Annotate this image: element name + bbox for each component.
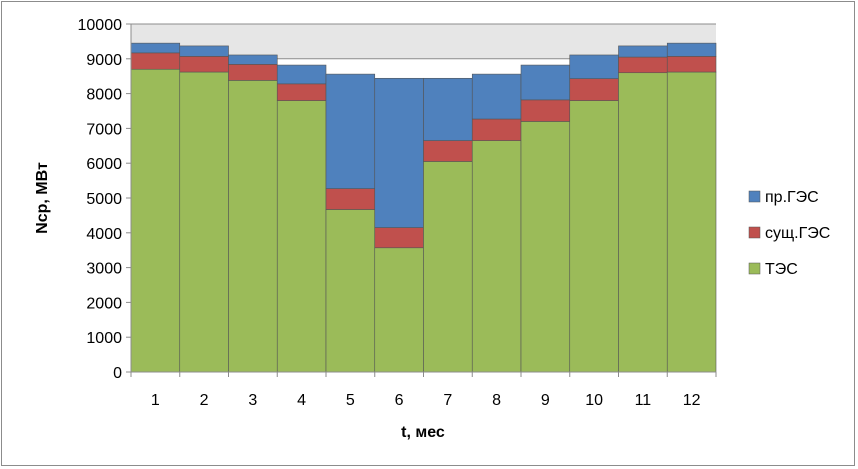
plot-area — [130, 23, 717, 373]
legend-label-2: ТЭС — [765, 261, 798, 278]
y-tick-label-7000: 7000 — [86, 121, 122, 138]
bar-3-series-0 — [228, 80, 278, 373]
bar-11-series-0 — [618, 72, 668, 373]
bar-10-series-1 — [569, 78, 619, 101]
bar-1-series-1 — [130, 52, 181, 70]
x-tick-label-8: 8 — [492, 392, 501, 409]
x-tick-label-11: 11 — [635, 392, 652, 409]
legend-label-1: сущ.ГЭС — [765, 225, 830, 242]
x-tick-label-7: 7 — [443, 392, 452, 409]
bar-1-series-2 — [130, 42, 181, 54]
bar-6-series-1 — [374, 227, 424, 249]
y-tick-label-4000: 4000 — [86, 226, 122, 243]
bar-10-series-0 — [569, 100, 619, 373]
bar-12-series-1 — [666, 56, 717, 73]
x-tick-label-6: 6 — [395, 392, 404, 409]
y-tick-label-0: 0 — [113, 365, 122, 382]
legend-swatch-0 — [748, 190, 761, 203]
bar-2-series-0 — [179, 71, 229, 373]
bar-3-series-2 — [228, 54, 278, 65]
bar-12-series-2 — [666, 42, 717, 57]
bar-5-series-2 — [325, 73, 376, 189]
y-tick-label-8000: 8000 — [86, 87, 122, 104]
x-tick-label-10: 10 — [585, 392, 603, 409]
bar-7-series-2 — [423, 77, 473, 141]
legend: пр.ГЭС сущ.ГЭС ТЭС — [748, 189, 830, 278]
x-tick-label-2: 2 — [200, 392, 209, 409]
x-tick-label-4: 4 — [297, 392, 306, 409]
x-axis-title: t, мес — [401, 424, 445, 441]
bar-5-series-1 — [325, 188, 376, 210]
bar-8-series-2 — [471, 73, 522, 120]
x-tick-label-3: 3 — [248, 392, 257, 409]
bar-4-series-0 — [276, 100, 327, 373]
bar-9-series-1 — [520, 99, 571, 122]
legend-label-0: пр.ГЭС — [765, 189, 819, 206]
y-tick-label-9000: 9000 — [86, 52, 122, 69]
bar-5-series-0 — [325, 209, 376, 373]
y-tick-label-5000: 5000 — [86, 191, 122, 208]
bar-7-series-1 — [423, 140, 473, 162]
bar-8-series-0 — [471, 140, 522, 373]
legend-swatch-2 — [748, 262, 761, 275]
bar-4-series-2 — [276, 64, 327, 85]
bar-4-series-1 — [276, 83, 327, 101]
y-tick-label-2000: 2000 — [86, 295, 122, 312]
bar-11-series-2 — [618, 45, 668, 58]
x-tick-label-9: 9 — [541, 392, 550, 409]
bar-8-series-1 — [471, 118, 522, 141]
bar-1-series-0 — [130, 68, 181, 373]
bar-7-series-0 — [423, 161, 473, 373]
legend-swatch-1 — [748, 226, 761, 239]
bar-6-series-2 — [374, 77, 424, 228]
y-tick-label-10000: 10000 — [78, 17, 123, 34]
bar-9-series-2 — [520, 64, 571, 101]
y-tick-label-3000: 3000 — [86, 261, 122, 278]
y-tick-label-1000: 1000 — [86, 330, 122, 347]
bar-12-series-0 — [666, 71, 717, 373]
bar-2-series-1 — [179, 56, 229, 73]
bar-10-series-2 — [569, 54, 619, 79]
bar-6-series-0 — [374, 247, 424, 373]
x-tick-label-1: 1 — [151, 392, 160, 409]
y-axis-title: Nср, МВт — [34, 162, 51, 234]
x-tick-label-5: 5 — [346, 392, 355, 409]
bar-11-series-1 — [618, 56, 668, 74]
bar-2-series-2 — [179, 45, 229, 57]
y-tick-label-6000: 6000 — [86, 156, 122, 173]
x-tick-label-12: 12 — [683, 392, 701, 409]
x-axis-ticks: 1 2 3 4 5 6 7 8 9 10 11 12 — [130, 372, 717, 409]
y-axis-ticks: 0 1000 2000 3000 4000 5000 6000 7000 8000 9000 100… — [78, 17, 131, 382]
bar-9-series-0 — [520, 121, 571, 373]
bar-3-series-1 — [228, 64, 278, 81]
